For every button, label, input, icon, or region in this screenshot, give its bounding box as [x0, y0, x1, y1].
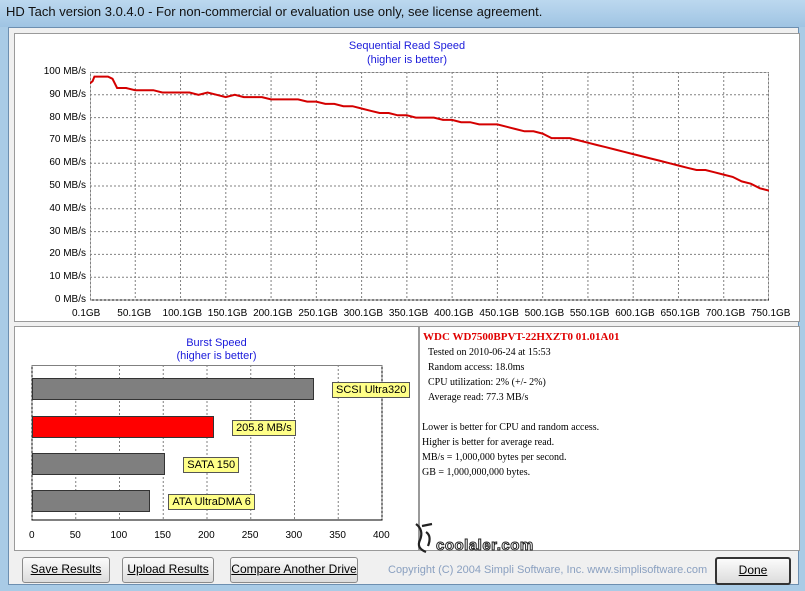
burst-x-tick-label: 150	[154, 530, 171, 541]
y-tick-label: 40 MB/s	[49, 202, 86, 214]
note-mbs: MB/s = 1,000,000 bytes per second.	[422, 452, 567, 463]
random-access: Random access: 18.0ms	[428, 362, 525, 373]
x-tick-label: 550.1GB	[569, 308, 610, 319]
x-tick-label: 650.1GB	[660, 308, 700, 319]
x-tick-label: 450.1GB	[479, 308, 519, 319]
burst-bar-reference	[32, 490, 151, 512]
x-tick-label: 500.1GB	[524, 308, 565, 319]
sequential-chart-title: Sequential Read Speed	[348, 40, 466, 52]
tested-date: Tested on 2010-06-24 at 15:53	[428, 347, 551, 358]
y-tick-label: 60 MB/s	[49, 157, 86, 169]
burst-x-tick-label: 250	[241, 530, 259, 541]
watermark-text: coolaler.com	[436, 537, 534, 555]
burst-bar-current-drive	[32, 416, 215, 438]
y-tick-label: 0 MB/s	[54, 294, 86, 305]
y-tick-label: 10 MB/s	[49, 271, 86, 283]
note-cpu-random: Lower is better for CPU and random acces…	[422, 422, 600, 433]
y-tick-label: 100 MB/s	[43, 66, 86, 77]
burst-x-tick-label: 350	[329, 530, 346, 541]
x-tick-label: 600.1GB	[615, 308, 655, 319]
save-results-button[interactable]: Save Results	[22, 557, 110, 583]
x-tick-label: 700.1GB	[705, 308, 746, 319]
cpu-utilization: CPU utilization: 2% (+/- 2%)	[428, 377, 546, 388]
window-title: HD Tach version 3.0.4.0 - For non-commer…	[6, 4, 543, 19]
x-tick-label: 100.1GB	[162, 308, 203, 319]
y-tick-label: 30 MB/s	[49, 225, 86, 237]
x-tick-label: 200.1GB	[253, 308, 293, 319]
note-average-read: Higher is better for average read.	[422, 437, 555, 448]
x-tick-label: 150.1GB	[207, 308, 248, 319]
upload-results-button[interactable]: Upload Results	[122, 557, 214, 583]
burst-bar-reference	[32, 378, 314, 400]
burst-x-tick-label: 100	[110, 530, 128, 541]
copyright-text: Copyright (C) 2004 Simpli Software, Inc.…	[388, 564, 708, 576]
x-tick-label: 250.1GB	[298, 308, 338, 319]
x-tick-label: 50.1GB	[117, 308, 152, 319]
burst-bar-reference	[32, 453, 166, 475]
x-tick-label: 0.1GB	[72, 308, 101, 319]
x-tick-label: 350.1GB	[388, 308, 429, 319]
burst-chart-subtitle: (higher is better)	[176, 350, 257, 362]
burst-x-tick-label: 0	[29, 530, 35, 541]
burst-bar-label: 205.8 MB/s	[232, 420, 296, 436]
burst-bar-label: ATA UltraDMA 6	[168, 494, 255, 510]
title-bar[interactable]: HD Tach version 3.0.4.0 - For non-commer…	[0, 0, 805, 27]
y-tick-label: 90 MB/s	[49, 88, 86, 100]
burst-x-tick-label: 400	[373, 530, 390, 541]
burst-x-tick-label: 300	[285, 530, 303, 541]
burst-bar-label: SCSI Ultra320	[332, 382, 411, 398]
watermark-logo	[412, 520, 436, 556]
sequential-read-chart	[90, 72, 769, 301]
drive-name: WDC WD7500BPVT-22HXZT0 01.01A01	[423, 331, 620, 343]
burst-chart-title: Burst Speed	[186, 337, 247, 349]
y-tick-label: 20 MB/s	[49, 248, 86, 260]
x-tick-label: 300.1GB	[343, 308, 384, 319]
burst-bar-label: SATA 150	[183, 457, 240, 473]
y-tick-label: 80 MB/s	[49, 111, 86, 123]
burst-x-tick-label: 200	[198, 530, 215, 541]
read-speed-series	[90, 75, 769, 192]
x-tick-label: 400.1GB	[434, 308, 474, 319]
burst-x-tick-label: 50	[69, 530, 81, 541]
y-tick-label: 50 MB/s	[49, 180, 86, 191]
compare-another-drive-button[interactable]: Compare Another Drive	[230, 557, 358, 583]
average-read: Average read: 77.3 MB/s	[428, 392, 529, 403]
sequential-chart-subtitle: (higher is better)	[366, 54, 448, 66]
watermark-glyph-icon	[415, 522, 433, 554]
done-button[interactable]: Done	[715, 557, 791, 585]
y-tick-label: 70 MB/s	[49, 134, 86, 146]
drive-info-panel	[419, 326, 800, 551]
x-tick-label: 750.1GB	[751, 308, 791, 319]
note-gb: GB = 1,000,000,000 bytes.	[422, 467, 531, 478]
